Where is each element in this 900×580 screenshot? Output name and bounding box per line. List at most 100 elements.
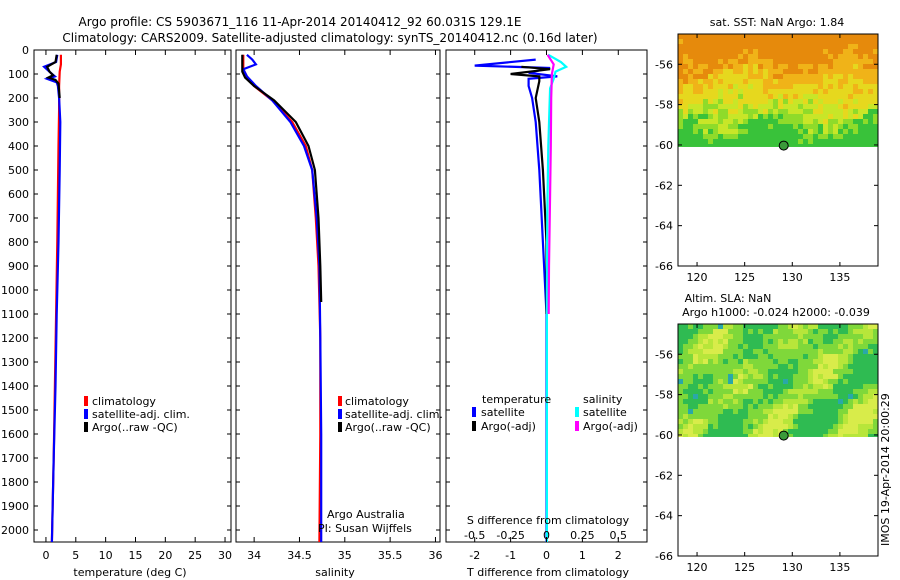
salinity-xlabel: salinity xyxy=(315,566,355,579)
series-line-3 xyxy=(546,54,555,315)
stick-label: -0.5 xyxy=(464,529,485,542)
legend-argo: Argo(..raw -QC) xyxy=(345,421,431,434)
xtick-label: 25 xyxy=(188,549,202,562)
xtick-label: 30 xyxy=(218,549,232,562)
xtick-label: 20 xyxy=(158,549,172,562)
annotation-argo-australia: Argo Australia xyxy=(327,508,405,521)
map-lat-label: -62 xyxy=(655,179,673,192)
depth-tick-label: 300 xyxy=(8,116,29,129)
map-lat-label: -64 xyxy=(655,220,673,233)
xtick-label: -1 xyxy=(505,549,516,562)
title-line1: Argo profile: CS 5903671_116 11-Apr-2014… xyxy=(79,15,522,29)
map-lon-label: 135 xyxy=(829,271,850,284)
legend-climatology: climatology xyxy=(92,395,156,408)
series-line-0 xyxy=(474,58,558,542)
map-lat-label: -60 xyxy=(655,139,673,152)
legend-argo: Argo(..raw -QC) xyxy=(92,421,178,434)
map-lat-label: -62 xyxy=(655,469,673,482)
depth-tick-label: 700 xyxy=(8,212,29,225)
legend-t-argo: Argo(-adj) xyxy=(481,420,536,433)
legend-swatch-climatology xyxy=(338,396,342,406)
sla-title-1: Altim. SLA: NaN xyxy=(685,292,772,305)
stick-label: 0 xyxy=(543,529,550,542)
salinity-panel: 34 34.5 35 35.5 36 salinity climatology sate… xyxy=(235,49,443,579)
legend-swatch-argo xyxy=(338,422,342,432)
xtick-label: 5 xyxy=(72,549,79,562)
temperature-legend: climatology satellite-adj. clim. Argo(..… xyxy=(84,395,190,434)
depth-tick-label: 1700 xyxy=(1,452,29,465)
salinity-legend: climatology satellite-adj. clim. Argo(..… xyxy=(338,395,443,434)
map-lon-label: 130 xyxy=(782,271,803,284)
t-difference-label: T difference from climatology xyxy=(466,566,629,579)
depth-tick-label: 1900 xyxy=(1,500,29,513)
xtick-label: 15 xyxy=(128,549,142,562)
legend-climatology: climatology xyxy=(345,395,409,408)
series-line-1 xyxy=(510,65,551,314)
depth-tick-label: 1300 xyxy=(1,356,29,369)
map-lat-label: -56 xyxy=(655,348,673,361)
map-lat-label: -66 xyxy=(655,260,673,273)
map-lon-label: 125 xyxy=(734,271,755,284)
map-lon-label: 120 xyxy=(687,561,708,574)
xtick-label: 2 xyxy=(615,549,622,562)
sla-map: Altim. SLA: NaN Argo h1000: -0.024 h2000… xyxy=(655,292,879,574)
depth-tick-label: 100 xyxy=(8,68,29,81)
xtick-label: 35.5 xyxy=(378,549,403,562)
legend-t-satellite: satellite xyxy=(481,406,525,419)
depth-tick-label: 200 xyxy=(8,92,29,105)
depth-tick-label: 500 xyxy=(8,164,29,177)
legend-swatch-argo xyxy=(84,422,88,432)
series-line-2 xyxy=(45,54,61,99)
map-lat-label: -64 xyxy=(655,510,673,523)
series-line-2 xyxy=(545,53,569,542)
s-difference-label: S difference from climatology xyxy=(467,514,630,527)
stick-label: 0.25 xyxy=(570,529,595,542)
depth-tick-label: 0 xyxy=(22,44,29,57)
xtick-label: 35 xyxy=(338,549,352,562)
xtick-label: 0 xyxy=(543,549,550,562)
depth-tick-label: 2000 xyxy=(1,524,29,537)
legend-swatch-climatology xyxy=(84,396,88,406)
difference-panel: -2 -1 0 1 2 -0.5 -0.25 0 0.25 0.5 S difference f… xyxy=(445,49,648,579)
legend-temperature-title: temperature xyxy=(482,393,551,406)
map-lat-label: -60 xyxy=(655,429,673,442)
temperature-panel: 0 5 10 15 20 25 30 temperature (deg C) climato… xyxy=(33,49,232,579)
stick-label: -0.25 xyxy=(496,529,524,542)
map-lat-label: -58 xyxy=(655,389,673,402)
depth-axis: 0 100 200 300 400 500 600 700 800 900 1000 1100 1200… xyxy=(1,44,29,537)
depth-tick-label: 400 xyxy=(8,140,29,153)
map-lon-label: 130 xyxy=(782,561,803,574)
xtick-label: 0 xyxy=(42,549,49,562)
argo-location-marker xyxy=(778,140,789,151)
map-lon-label: 120 xyxy=(687,271,708,284)
legend-s-satellite: satellite xyxy=(583,406,627,419)
map-lon-label: 135 xyxy=(829,561,850,574)
depth-tick-label: 1200 xyxy=(1,332,29,345)
timestamp-stamp: IMOS 19-Apr-2014 20:00:29 xyxy=(879,393,892,546)
legend-swatch-satellite xyxy=(84,409,88,419)
xtick-label: 34.5 xyxy=(287,549,312,562)
depth-tick-label: 1000 xyxy=(1,284,29,297)
difference-legend: temperature salinity satellite Argo(-adj… xyxy=(472,393,638,433)
depth-tick-label: 1400 xyxy=(1,380,29,393)
map-lon-label: 125 xyxy=(734,561,755,574)
sst-title: sat. SST: NaN Argo: 1.84 xyxy=(710,16,844,29)
temperature-xlabel: temperature (deg C) xyxy=(73,566,186,579)
xtick-label: -2 xyxy=(469,549,480,562)
depth-tick-label: 800 xyxy=(8,236,29,249)
depth-tick-label: 1500 xyxy=(1,404,29,417)
series-line-0 xyxy=(242,54,322,543)
xtick-label: 1 xyxy=(579,549,586,562)
map-lat-label: -58 xyxy=(655,99,673,112)
legend-s-argo: Argo(-adj) xyxy=(583,420,638,433)
depth-tick-label: 1800 xyxy=(1,476,29,489)
xtick-label: 34 xyxy=(247,549,261,562)
depth-tick-label: 900 xyxy=(8,260,29,273)
annotation-pi: PI: Susan Wijffels xyxy=(318,522,412,535)
stick-label: 0.5 xyxy=(610,529,628,542)
series-line-1 xyxy=(241,53,323,542)
depth-tick-label: 1600 xyxy=(1,428,29,441)
legend-satellite: satellite-adj. clim. xyxy=(92,408,190,421)
title-line2: Climatology: CARS2009. Satellite-adjuste… xyxy=(62,31,597,45)
